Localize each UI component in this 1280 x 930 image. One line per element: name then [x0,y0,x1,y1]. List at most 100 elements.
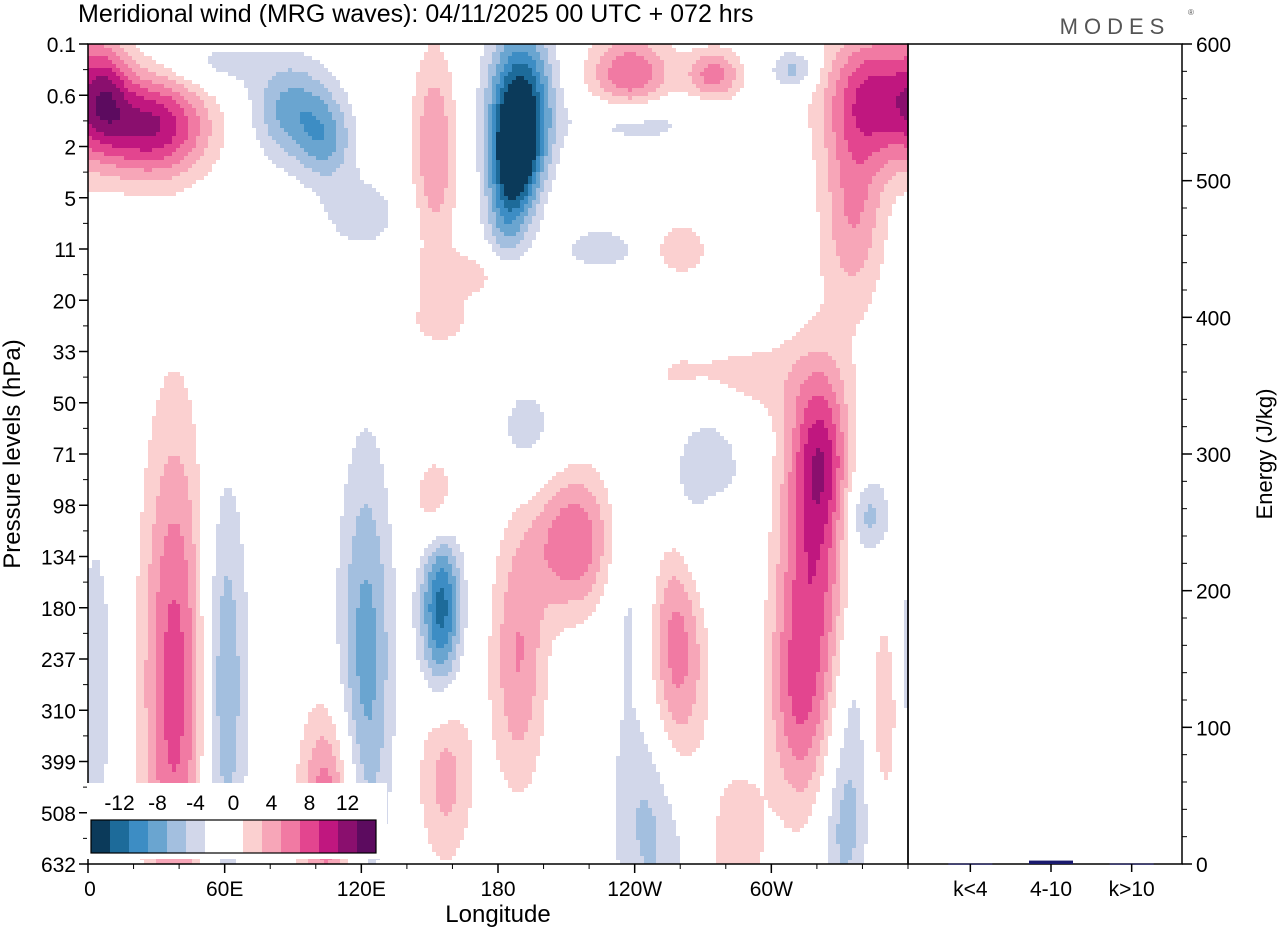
contour-cell [888,124,892,128]
contour-cell [884,212,888,216]
contour-cell [556,64,560,68]
contour-cell [552,132,556,136]
contour-cell [216,64,220,68]
contour-cell [272,112,276,116]
contour-cell [412,156,416,160]
contour-cell [888,152,892,156]
contour-cell [96,108,100,112]
contour-cell [136,108,140,112]
contour-cell [432,180,436,184]
contour-cell [444,172,448,176]
contour-cell [516,148,520,152]
contour-cell [320,72,324,76]
contour-cell [836,112,840,116]
contour-cell [532,196,536,200]
contour-cell [852,116,856,120]
contour-cell [540,92,544,96]
contour-cell [296,72,300,76]
contour-cell [856,60,860,64]
contour-cell [488,148,492,152]
contour-cell [312,96,316,100]
contour-cell [328,196,332,200]
contour-cell [536,88,540,92]
contour-cell [420,172,424,176]
contour-cell [300,64,304,68]
contour-cell [200,172,204,176]
contour-cell [716,80,720,84]
contour-cell [324,116,328,120]
contour-cell [560,104,564,108]
contour-cell [876,176,880,180]
contour-cell [304,164,308,168]
contour-cell [852,104,856,108]
contour-cell [176,180,180,184]
contour-cell [352,184,356,188]
contour-cell [492,64,496,68]
contour-cell [420,124,424,128]
contour-cell [532,96,536,100]
contour-cell [340,188,344,192]
contour-cell [428,208,432,212]
contour-cell [256,116,260,120]
contour-cell [296,120,300,124]
contour-cell [424,88,428,92]
contour-cell [484,220,488,224]
contour-cell [412,128,416,132]
contour-cell [872,48,876,52]
contour-cell [484,168,488,172]
contour-cell [800,68,804,72]
contour-cell [860,176,864,180]
contour-cell [92,180,96,184]
contour-cell [904,152,908,156]
contour-cell [208,164,212,168]
contour-cell [884,188,888,192]
contour-cell [160,168,164,172]
contour-cell [516,144,520,148]
contour-cell [524,80,528,84]
contour-cell [440,180,444,184]
contour-cell [872,120,876,124]
contour-cell [168,152,172,156]
contour-cell [504,108,508,112]
contour-cell [120,132,124,136]
contour-cell [144,88,148,92]
contour-cell [332,200,336,204]
contour-cell [288,64,292,68]
contour-cell [604,52,608,56]
contour-cell [616,76,620,80]
contour-cell [268,128,272,132]
contour-cell [632,128,636,132]
contour-cell [148,108,152,112]
contour-cell [880,124,884,128]
contour-cell [872,160,876,164]
contour-cell [324,80,328,84]
contour-cell [440,68,444,72]
contour-cell [552,92,556,96]
contour-cell [96,124,100,128]
contour-cell [712,92,716,96]
contour-cell [292,52,296,56]
contour-cell [548,56,552,60]
contour-cell [836,96,840,100]
contour-cell [268,80,272,84]
contour-cell [480,172,484,176]
contour-cell [844,200,848,204]
contour-cell [128,88,132,92]
contour-cell [628,88,632,92]
contour-cell [648,80,652,84]
contour-cell [252,104,256,108]
contour-cell [108,148,112,152]
contour-cell [520,84,524,88]
contour-cell [152,60,156,64]
contour-cell [196,176,200,180]
contour-cell [888,196,892,200]
contour-cell [848,56,852,60]
contour-cell [192,120,196,124]
contour-cell [444,192,448,196]
contour-cell [844,132,848,136]
contour-cell [340,100,344,104]
contour-cell [856,140,860,144]
contour-cell [476,96,480,100]
contour-cell [876,104,880,108]
contour-cell [540,200,544,204]
